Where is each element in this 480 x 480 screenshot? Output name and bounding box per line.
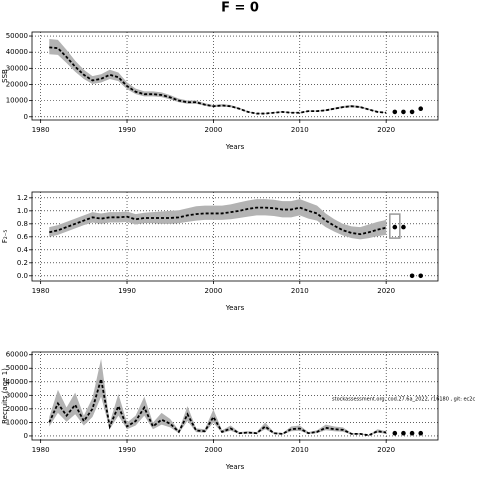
- y-axis-label: Recruits (age 1): [1, 368, 9, 424]
- x-tick-label: 2000: [204, 446, 222, 454]
- x-axis-label: Years: [225, 143, 245, 151]
- x-tick-label: 2010: [291, 287, 309, 295]
- projection-point: [409, 273, 415, 279]
- plot-frame: [31, 31, 439, 121]
- y-tick-label: 40000: [6, 48, 28, 56]
- x-axis-label: Years: [225, 304, 245, 312]
- y-tick-label: 0.4: [17, 246, 29, 254]
- projection-point: [401, 224, 406, 230]
- y-tick-label: 10000: [6, 418, 28, 426]
- estimate-line: [48, 378, 387, 437]
- annotation: stockassessment.org, cod.27.6a_2022, r16…: [332, 397, 475, 403]
- projection-point: [418, 273, 424, 279]
- y-tick-label: 0: [24, 113, 28, 121]
- x-tick-label: 1990: [118, 287, 136, 295]
- x-tick-label: 2020: [377, 287, 395, 295]
- y-tick-label: 50000: [6, 364, 28, 372]
- y-axis-label: F₂₋₅: [1, 230, 9, 244]
- x-tick-label: 1980: [32, 287, 50, 295]
- projection-interval: [389, 213, 401, 239]
- y-tick-label: 50000: [6, 32, 28, 40]
- estimate-line: [49, 46, 387, 115]
- x-tick-label: 2020: [377, 126, 395, 134]
- projection-point: [409, 430, 415, 436]
- y-tick-label: 20000: [6, 80, 28, 88]
- x-tick-label: 2020: [377, 446, 395, 454]
- projection-point: [418, 430, 424, 436]
- projection-point: [401, 430, 406, 436]
- y-tick-label: 1.2: [17, 194, 28, 202]
- y-tick-label: 60000: [6, 351, 28, 359]
- confidence-band: [49, 38, 387, 114]
- projection-point: [401, 109, 406, 115]
- projection-point: [392, 109, 398, 115]
- y-tick-label: 30000: [6, 391, 28, 399]
- x-tick-label: 1990: [118, 446, 136, 454]
- y-tick-label: 0.6: [17, 233, 29, 241]
- confidence-band: [49, 199, 387, 240]
- x-tick-label: 2010: [291, 446, 309, 454]
- y-tick-label: 0: [24, 432, 28, 440]
- y-axis-label: SSB: [1, 69, 9, 83]
- projection-point: [392, 224, 398, 230]
- x-tick-label: 1980: [32, 446, 50, 454]
- estimate-line: [49, 206, 387, 236]
- y-tick-label: 20000: [6, 405, 28, 413]
- y-tick-label: 30000: [6, 64, 28, 72]
- y-tick-label: 0.8: [17, 220, 28, 228]
- confidence-band: [49, 358, 387, 436]
- projection-point: [392, 430, 398, 436]
- y-tick-label: 40000: [6, 378, 28, 386]
- x-tick-label: 1990: [118, 126, 136, 134]
- projection-point: [409, 109, 415, 115]
- x-tick-label: 2000: [204, 287, 222, 295]
- y-tick-label: 10000: [6, 97, 28, 105]
- x-tick-label: 1980: [32, 126, 50, 134]
- x-tick-label: 2000: [204, 126, 222, 134]
- x-tick-label: 2010: [291, 126, 309, 134]
- figure-title: F = 0: [221, 1, 259, 16]
- plot-frame: [31, 351, 439, 441]
- projection-point: [418, 106, 424, 111]
- y-tick-label: 1.0: [17, 207, 28, 215]
- x-axis-label: Years: [225, 463, 245, 471]
- y-tick-label: 0.2: [17, 259, 28, 267]
- y-tick-label: 0.0: [17, 272, 28, 280]
